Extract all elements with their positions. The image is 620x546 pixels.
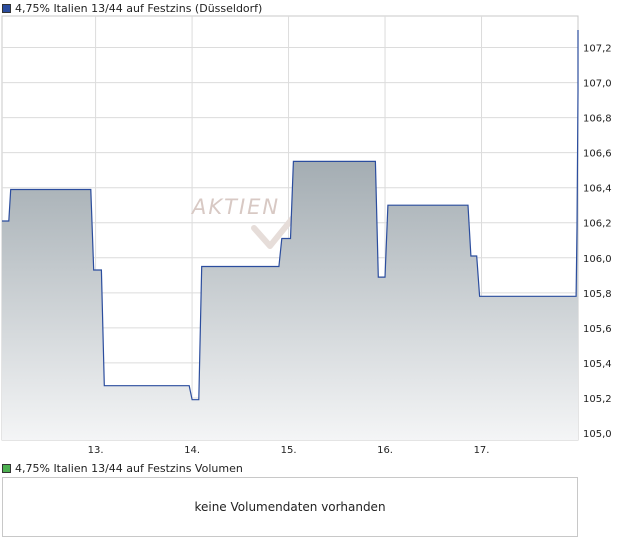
volume-legend-label: 4,75% Italien 13/44 auf Festzins Volumen [15,461,243,475]
y-tick-label: 105,8 [583,289,612,300]
watermark-text: AKTIEN [190,195,280,219]
price-area [2,30,578,440]
price-legend-label: 4,75% Italien 13/44 auf Festzins (Düssel… [15,1,263,15]
volume-panel: keine Volumendaten vorhanden [2,477,578,537]
y-tick-label: 105,0 [583,429,612,440]
x-tick-label: 16. [377,445,393,456]
price-legend-swatch [2,3,11,13]
volume-empty-message: keine Volumendaten vorhanden [194,500,386,514]
price-chart: AKTIEN 107,2 107,0 106,8 106,6 106,4 106,2 106… [1,15,612,456]
y-tick-label: 105,6 [583,324,612,335]
y-tick-label: 106,6 [583,149,612,160]
x-tick-label: 14. [184,445,200,456]
volume-legend: 4,75% Italien 13/44 auf Festzins Volumen [2,461,243,475]
x-tick-label: 17. [474,445,490,456]
y-tick-label: 105,2 [583,394,612,405]
x-tick-label: 15. [281,445,297,456]
y-tick-label: 107,0 [583,79,612,90]
y-tick-label: 106,4 [583,184,612,195]
x-tick-label: 13. [88,445,104,456]
y-tick-label: 105,4 [583,359,612,370]
y-tick-label: 106,8 [583,114,612,125]
y-tick-label: 107,2 [583,44,612,55]
price-line [2,30,579,401]
y-tick-label: 106,0 [583,254,612,265]
volume-legend-swatch [2,463,11,473]
watermark-check-icon [251,211,299,249]
y-tick-label: 106,2 [583,219,612,230]
price-legend: 4,75% Italien 13/44 auf Festzins (Düssel… [2,1,262,15]
